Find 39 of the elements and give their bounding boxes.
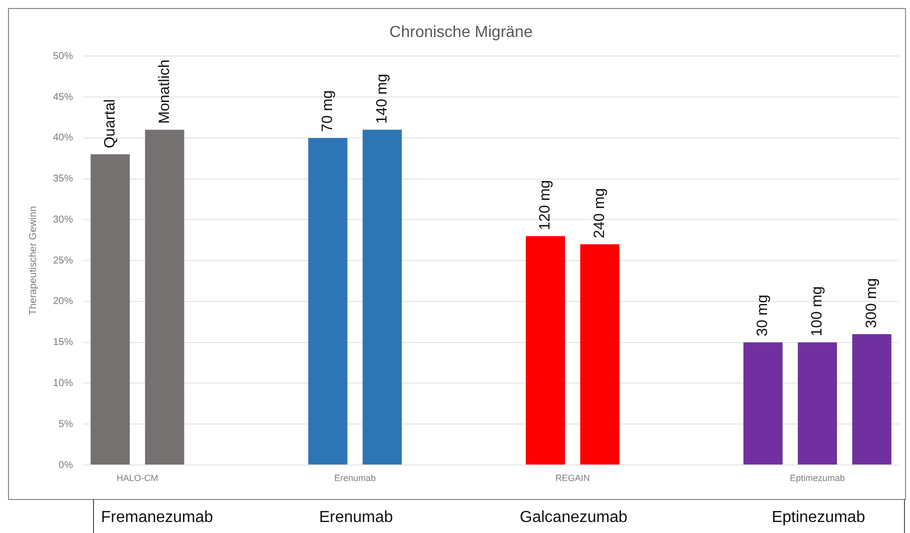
text: Galcanezumab bbox=[520, 509, 628, 527]
bar bbox=[145, 130, 184, 464]
text: Erenumab bbox=[334, 472, 376, 483]
bar bbox=[362, 130, 402, 464]
bar bbox=[526, 236, 565, 464]
bar bbox=[580, 244, 620, 464]
text: REGAIN bbox=[555, 472, 590, 483]
text: Erenumab bbox=[319, 509, 393, 527]
y-tick-label: 5% bbox=[58, 418, 74, 430]
y-tick-label: 40% bbox=[53, 132, 74, 144]
x-tick-label: 300 mg bbox=[862, 278, 880, 328]
bar bbox=[90, 154, 130, 464]
x-tick-label: 120 mg bbox=[536, 180, 554, 230]
x-tick-label: 240 mg bbox=[590, 188, 608, 238]
y-tick-label: 30% bbox=[53, 214, 74, 226]
text: Fremanezumab bbox=[100, 509, 214, 527]
y-tick-label: 0% bbox=[58, 460, 74, 471]
x-tick-label: 30 mg bbox=[754, 294, 772, 336]
y-tick-label: 45% bbox=[53, 92, 74, 103]
bar bbox=[308, 138, 348, 464]
bar bbox=[798, 342, 837, 464]
y-tick-label: 15% bbox=[53, 337, 74, 348]
x-tick-label: Quartal bbox=[101, 99, 118, 148]
chart-title: Chronische Migräne bbox=[389, 24, 533, 42]
y-tick-label: 25% bbox=[53, 255, 74, 266]
y-tick-label: 20% bbox=[53, 296, 74, 308]
y-axis-title: Therapeutischer Gewinn bbox=[28, 206, 39, 316]
bar bbox=[852, 334, 892, 464]
bar bbox=[743, 342, 783, 464]
text: Eptimezumab bbox=[790, 472, 845, 483]
y-tick-label: 35% bbox=[53, 174, 74, 185]
x-tick-label: 140 mg bbox=[373, 74, 390, 124]
text: Eptinezumab bbox=[772, 509, 866, 527]
x-tick-label: Monatlich bbox=[156, 60, 173, 124]
x-tick-label: 70 mg bbox=[318, 90, 336, 132]
text: HALO-CM bbox=[116, 472, 158, 483]
y-tick-label: 10% bbox=[53, 378, 74, 389]
x-tick-label: 100 mg bbox=[808, 286, 826, 336]
y-tick-label: 50% bbox=[53, 50, 74, 62]
